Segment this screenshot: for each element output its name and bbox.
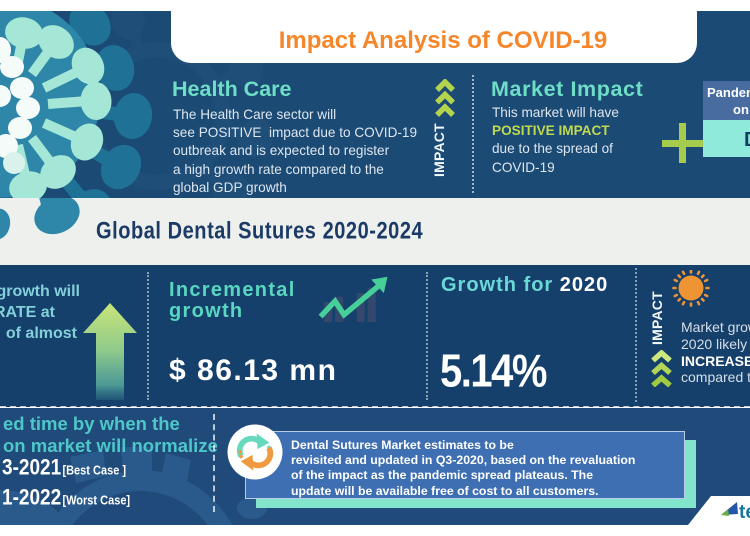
svg-text:te: te xyxy=(739,502,750,523)
